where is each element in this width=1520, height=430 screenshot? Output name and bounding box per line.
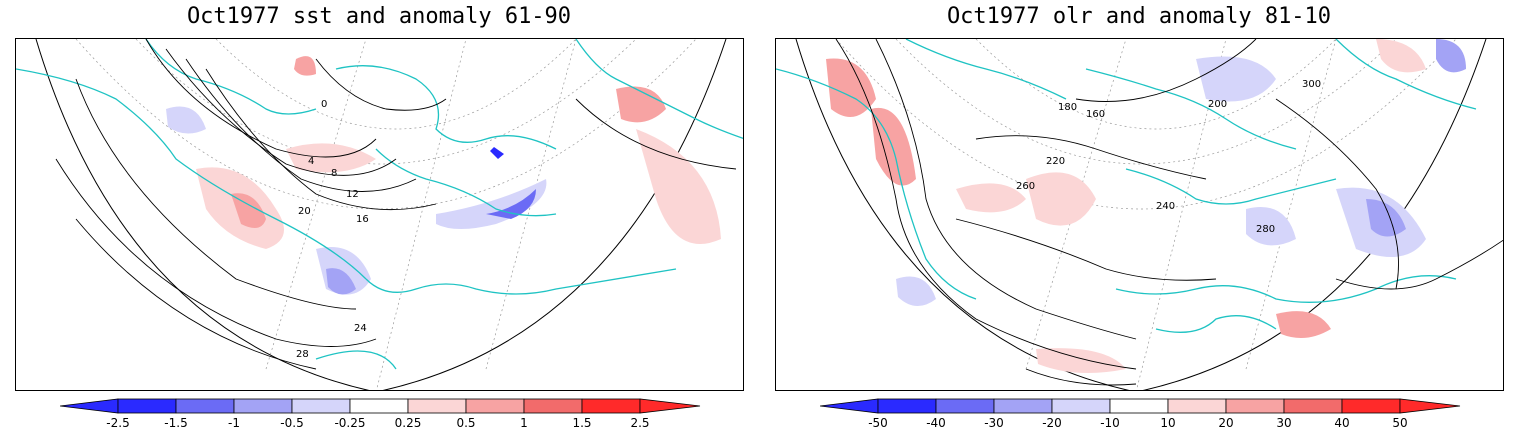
contour-label: 12 xyxy=(346,189,359,200)
sst-colorbar-tick: 0.5 xyxy=(456,416,476,430)
olr-contours xyxy=(835,39,1503,386)
sst-colorbar-tick: 1.5 xyxy=(572,416,592,430)
sst-colorbar-tick: -2.5 xyxy=(106,416,130,430)
contour-label: 240 xyxy=(1156,201,1175,212)
olr-colorbar xyxy=(820,398,1461,414)
contour-label: 28 xyxy=(296,349,309,360)
contour-label: 260 xyxy=(1016,181,1035,192)
graticule xyxy=(835,39,1457,390)
sst-colorbar xyxy=(60,398,701,414)
sst-colorbar-tick: -1 xyxy=(228,416,240,430)
coastlines xyxy=(776,39,1477,333)
contour-label: 220 xyxy=(1046,156,1065,167)
sst-colorbar-tick: 2.5 xyxy=(630,416,650,430)
sst-colorbar-tick: -0.5 xyxy=(280,416,304,430)
projection-boundary xyxy=(35,39,727,390)
olr-colorbar-tick: -20 xyxy=(1042,416,1062,430)
olr-colorbar-tick: 10 xyxy=(1160,416,1176,430)
sst-colorbar-tick: 0.25 xyxy=(394,416,422,430)
anomaly-shading xyxy=(826,39,1466,373)
contour-label: 24 xyxy=(354,323,367,334)
olr-colorbar-tick: 40 xyxy=(1334,416,1350,430)
olr-colorbar-tick: -50 xyxy=(868,416,888,430)
sst-colorbar-tick: -0.25 xyxy=(334,416,366,430)
contour-label: 16 xyxy=(356,214,369,225)
coastlines xyxy=(16,39,743,370)
sst-colorbar-tick: 1 xyxy=(520,416,528,430)
right-panel-title: Oct1977 olr and anomaly 81-10 xyxy=(946,4,1332,29)
olr-map-canvas: 160 180 200 220 240 260 280 300 xyxy=(776,39,1503,390)
graticule xyxy=(75,39,697,390)
left-panel-title: Oct1977 sst and anomaly 61-90 xyxy=(186,4,572,29)
contour-labels: 0 4 8 12 16 20 24 28 xyxy=(296,99,369,360)
contour-labels: 160 180 200 220 240 260 280 300 xyxy=(1016,79,1321,235)
olr-anomaly-map: 160 180 200 220 240 260 280 300 xyxy=(775,38,1504,391)
sst-map-canvas: 0 4 8 12 16 20 24 28 xyxy=(16,39,743,390)
contour-label: 0 xyxy=(321,99,327,110)
anomaly-shading xyxy=(166,56,721,295)
contour-label: 160 xyxy=(1086,109,1105,120)
contour-label: 300 xyxy=(1302,79,1321,90)
olr-colorbar-tick: -10 xyxy=(1100,416,1120,430)
olr-colorbar-tick: 50 xyxy=(1392,416,1408,430)
olr-colorbar-tick: 30 xyxy=(1276,416,1292,430)
contour-label: 4 xyxy=(308,156,314,167)
olr-colorbar-tick: -40 xyxy=(926,416,946,430)
contour-label: 280 xyxy=(1256,224,1275,235)
olr-colorbar-tick: 20 xyxy=(1218,416,1234,430)
contour-label: 200 xyxy=(1208,99,1227,110)
sst-contours xyxy=(55,39,737,370)
projection-boundary xyxy=(795,39,1487,390)
contour-label: 8 xyxy=(331,168,337,179)
contour-label: 180 xyxy=(1058,102,1077,113)
contour-label: 20 xyxy=(298,206,311,217)
sst-colorbar-tick: -1.5 xyxy=(164,416,188,430)
sst-anomaly-map: 0 4 8 12 16 20 24 28 xyxy=(15,38,744,391)
olr-colorbar-tick: -30 xyxy=(984,416,1004,430)
